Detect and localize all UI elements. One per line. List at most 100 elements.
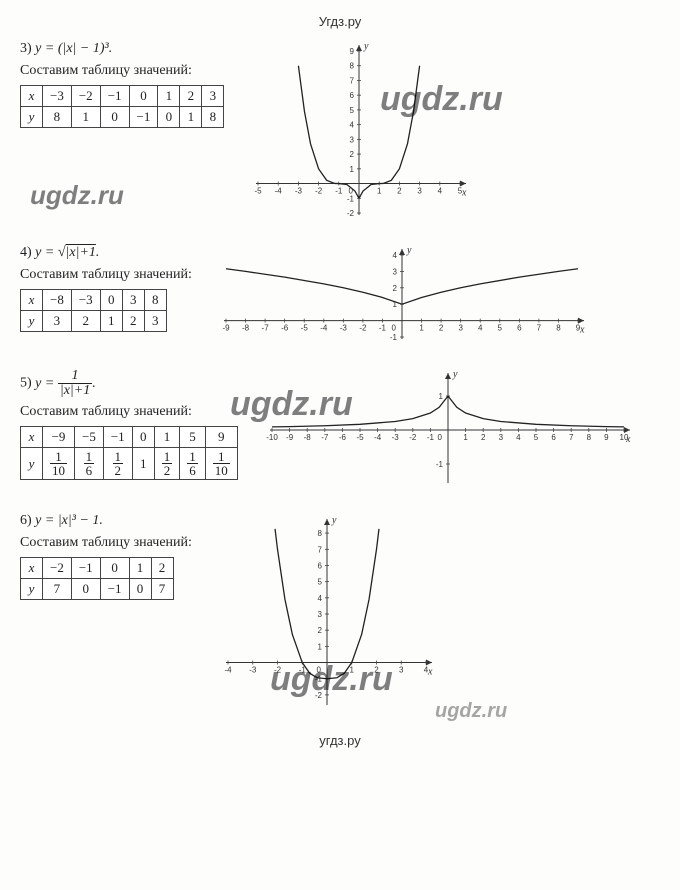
- problem-4-left: 4) y = √|x|+1. Составим таблицу значений…: [20, 241, 192, 332]
- problem-5: 5) y = 1|x|+1. Составим таблицу значений…: [20, 365, 660, 495]
- svg-text:y: y: [406, 245, 412, 256]
- page-footer: угдз.ру: [20, 733, 660, 748]
- svg-text:2: 2: [439, 324, 444, 333]
- svg-text:0: 0: [316, 666, 321, 675]
- svg-text:3: 3: [317, 610, 322, 619]
- svg-text:-5: -5: [255, 187, 263, 196]
- svg-text:-6: -6: [281, 324, 289, 333]
- table-cell: −1: [100, 579, 129, 600]
- svg-text:-1: -1: [390, 333, 398, 342]
- table-cell: 2: [122, 311, 144, 332]
- problem-6-num: 6): [20, 513, 32, 528]
- svg-text:2: 2: [481, 433, 486, 442]
- table-cell: −3: [43, 86, 72, 107]
- svg-text:-4: -4: [374, 433, 382, 442]
- table-cell: 0: [129, 579, 151, 600]
- problem-3-chart: xy-5-4-3-2-112345-2-11234567890: [244, 37, 660, 227]
- problem-4-caption: Составим таблицу значений:: [20, 267, 192, 283]
- table-cell: 1: [100, 311, 122, 332]
- svg-text:9: 9: [576, 324, 581, 333]
- table-cell: 0: [100, 558, 129, 579]
- table-cell: 1: [154, 427, 180, 448]
- svg-text:-1: -1: [379, 324, 387, 333]
- svg-text:2: 2: [392, 284, 397, 293]
- table-cell: 2: [71, 311, 100, 332]
- problem-4: 4) y = √|x|+1. Составим таблицу значений…: [20, 241, 660, 351]
- table-cell: 0: [158, 107, 180, 128]
- svg-text:4: 4: [424, 666, 429, 675]
- table-cell: 3: [122, 290, 144, 311]
- svg-text:8: 8: [350, 62, 355, 71]
- table-cell: 2: [180, 86, 202, 107]
- svg-text:3: 3: [498, 433, 503, 442]
- problem-5-table: x−9−5−10159y110161211216110: [20, 426, 238, 480]
- svg-text:-7: -7: [261, 324, 269, 333]
- table-cell: 0: [100, 107, 129, 128]
- problem-3-left: 3) y = (|x| − 1)³. Составим таблицу знач…: [20, 37, 224, 128]
- svg-text:8: 8: [556, 324, 561, 333]
- svg-text:3: 3: [392, 267, 397, 276]
- table-cell: −3: [71, 290, 100, 311]
- table-cell: 7: [43, 579, 72, 600]
- table-cell: −2: [43, 558, 72, 579]
- svg-text:1: 1: [350, 165, 355, 174]
- problem-6-eq: y = |x|³ − 1.: [35, 513, 103, 528]
- table-cell: −1: [100, 86, 129, 107]
- table-cell: y: [21, 579, 43, 600]
- svg-text:y: y: [452, 369, 458, 380]
- table-cell: x: [21, 427, 43, 448]
- table-cell: 9: [205, 427, 237, 448]
- svg-text:2: 2: [398, 187, 403, 196]
- svg-text:-8: -8: [303, 433, 311, 442]
- problem-5-left: 5) y = 1|x|+1. Составим таблицу значений…: [20, 365, 238, 480]
- svg-text:3: 3: [350, 135, 355, 144]
- svg-text:-1: -1: [427, 433, 435, 442]
- svg-text:1: 1: [349, 666, 354, 675]
- table-cell: 8: [43, 107, 72, 128]
- table-cell: −1: [129, 107, 158, 128]
- table-cell: 1: [132, 448, 154, 480]
- problem-6-formula: 6) y = |x|³ − 1.: [20, 513, 192, 529]
- problem-3-caption: Составим таблицу значений:: [20, 63, 224, 79]
- svg-text:1: 1: [419, 324, 424, 333]
- problem-4-chart: xy-9-8-7-6-5-4-3-2-1123456789-112340: [212, 241, 660, 351]
- svg-text:10: 10: [619, 433, 628, 442]
- svg-text:-2: -2: [315, 187, 323, 196]
- svg-text:4: 4: [438, 187, 443, 196]
- table-cell: 0: [132, 427, 154, 448]
- svg-text:5: 5: [497, 324, 502, 333]
- svg-text:5: 5: [533, 433, 538, 442]
- problem-5-eq: y = 1|x|+1.: [35, 376, 96, 391]
- svg-text:-8: -8: [242, 324, 250, 333]
- svg-text:7: 7: [569, 433, 574, 442]
- problem-5-caption: Составим таблицу значений:: [20, 404, 238, 420]
- svg-text:-1: -1: [436, 460, 444, 469]
- svg-text:4: 4: [478, 324, 483, 333]
- table-cell: 3: [144, 311, 166, 332]
- table-cell: x: [21, 290, 43, 311]
- table-cell: 16: [180, 448, 206, 480]
- problem-5-chart: xy-10-9-8-7-6-5-4-3-2-112345678910-110: [258, 365, 660, 495]
- table-cell: 12: [154, 448, 180, 480]
- table-cell: 0: [71, 579, 100, 600]
- svg-text:2: 2: [350, 150, 355, 159]
- svg-text:2: 2: [317, 626, 322, 635]
- svg-text:1: 1: [463, 433, 468, 442]
- svg-text:1: 1: [317, 642, 322, 651]
- svg-text:-9: -9: [222, 324, 230, 333]
- svg-text:6: 6: [551, 433, 556, 442]
- svg-text:1: 1: [377, 187, 382, 196]
- svg-text:6: 6: [350, 91, 355, 100]
- table-cell: 1: [180, 107, 202, 128]
- svg-text:4: 4: [317, 594, 322, 603]
- svg-text:-2: -2: [315, 691, 323, 700]
- problem-4-num: 4): [20, 245, 32, 260]
- svg-text:y: y: [363, 41, 369, 52]
- svg-text:8: 8: [317, 529, 322, 538]
- problem-6-caption: Составим таблицу значений:: [20, 535, 192, 551]
- table-cell: −1: [71, 558, 100, 579]
- svg-text:4: 4: [392, 251, 397, 260]
- problem-4-formula: 4) y = √|x|+1.: [20, 245, 192, 261]
- svg-text:-4: -4: [320, 324, 328, 333]
- problem-3-formula: 3) y = (|x| − 1)³.: [20, 41, 224, 57]
